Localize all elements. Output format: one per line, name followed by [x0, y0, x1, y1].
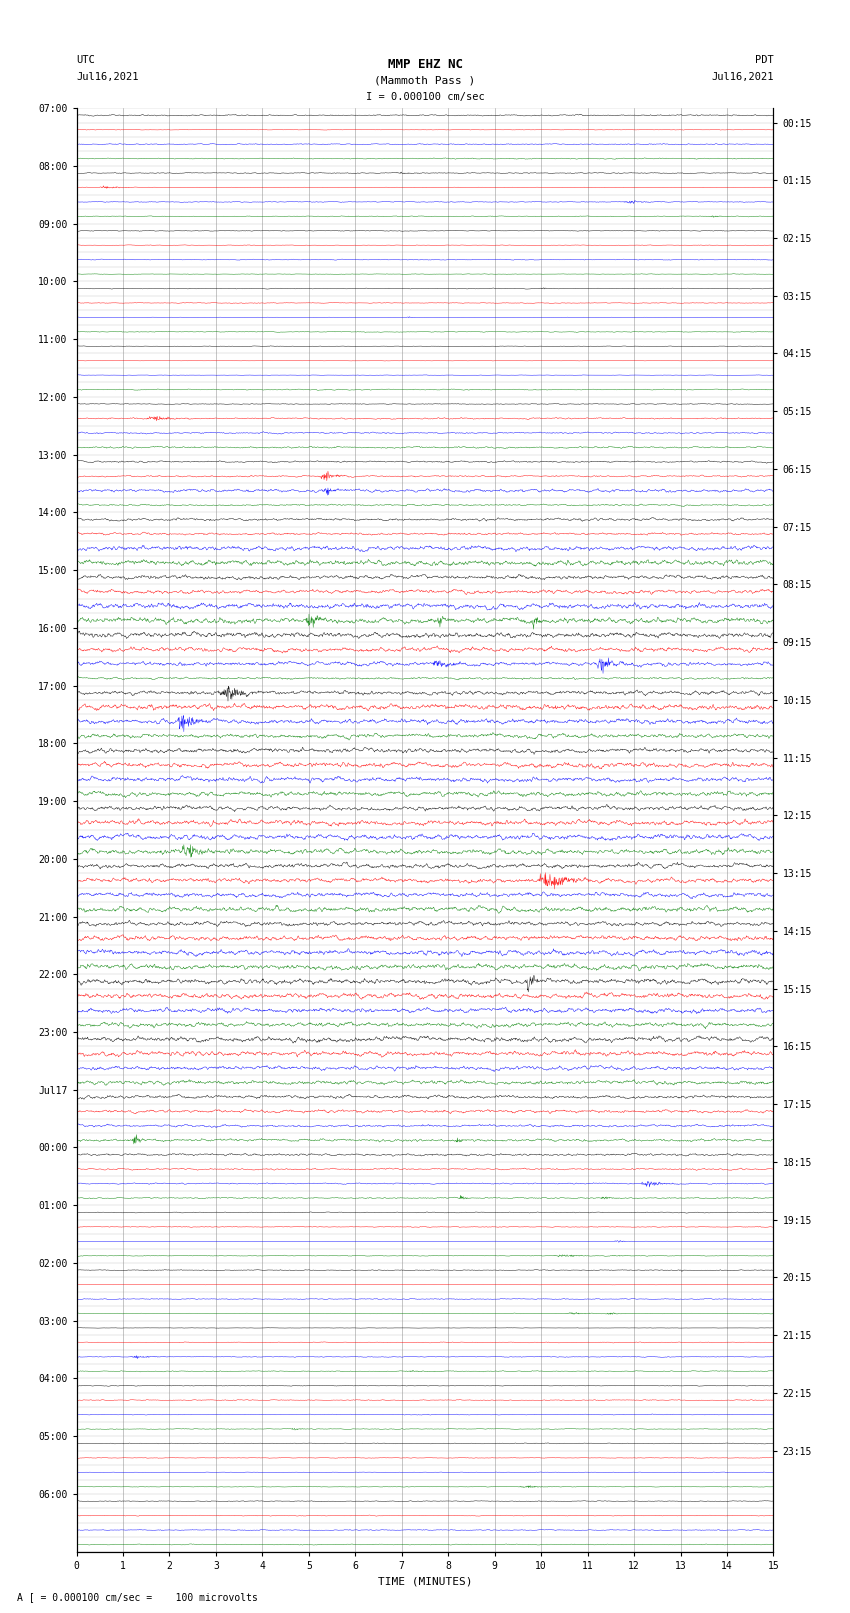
X-axis label: TIME (MINUTES): TIME (MINUTES) [377, 1576, 473, 1586]
Text: MMP EHZ NC: MMP EHZ NC [388, 58, 462, 71]
Text: PDT: PDT [755, 55, 774, 65]
Text: (Mammoth Pass ): (Mammoth Pass ) [374, 76, 476, 85]
Text: A [ = 0.000100 cm/sec =    100 microvolts: A [ = 0.000100 cm/sec = 100 microvolts [17, 1592, 258, 1602]
Text: Jul16,2021: Jul16,2021 [76, 73, 139, 82]
Text: Jul16,2021: Jul16,2021 [711, 73, 774, 82]
Text: I = 0.000100 cm/sec: I = 0.000100 cm/sec [366, 92, 484, 102]
Text: UTC: UTC [76, 55, 95, 65]
